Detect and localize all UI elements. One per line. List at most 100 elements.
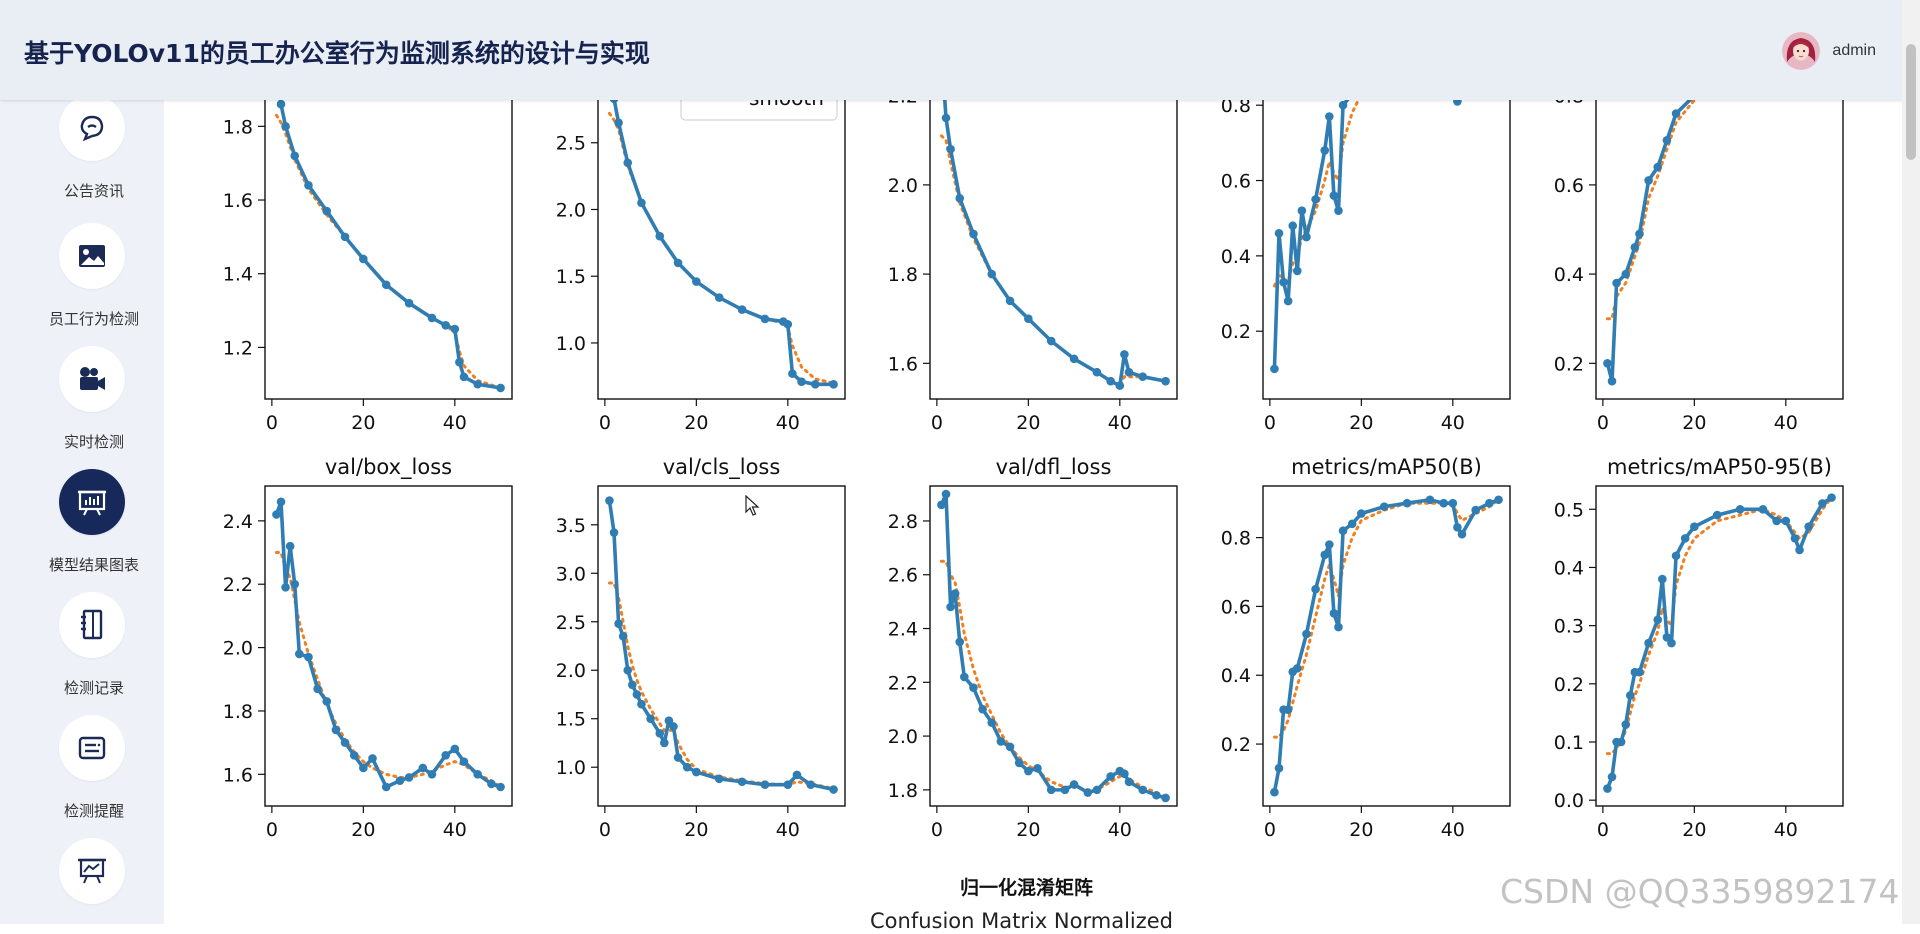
sidebar-item-announcements[interactable]: 公告资讯 [0,100,164,215]
results-point [272,510,281,519]
results-point [969,229,978,239]
results-point [359,763,368,773]
results-point [459,372,469,382]
avatar[interactable] [1782,32,1821,70]
results-point [1334,206,1343,215]
chart-panel: 0.2 0.4 0.6 0.8 0 20 40 [1554,100,1844,434]
smooth-line [939,559,1168,800]
results-point [1124,777,1134,787]
x-tick-label: 20 [351,819,375,841]
results-point [1758,504,1768,514]
y-tick-label: 2.5 [556,133,586,155]
smooth-line [1605,100,1698,321]
chart-frame [1262,485,1511,807]
results-point [1283,296,1293,306]
results-point [1060,785,1070,795]
results-point [960,672,969,682]
user-menu[interactable]: admin [1782,30,1876,72]
results-point [937,500,946,510]
y-tick-label: 0.1 [1554,732,1584,754]
chart-frame [264,485,513,807]
y-tick-label: 2.2 [888,672,918,694]
confusion-matrix-subtitle: Confusion Matrix Normalized [870,909,1174,933]
results-point [978,704,987,714]
sidebar-item-realtime-detection[interactable]: 实时检测 [0,346,164,466]
results-point [340,232,350,242]
results-point [792,770,802,780]
results-point [692,277,701,286]
results-point [1120,350,1129,359]
results-line [612,100,834,387]
x-tick-label: 40 [443,412,467,434]
results-point [1621,269,1631,279]
results-point [276,100,286,109]
results-point [1283,705,1293,714]
chart-title: metrics/mAP50-95(B) [1607,455,1832,479]
chart-series-group [1270,100,1462,374]
results-point [1325,112,1334,121]
sidebar-item-model-charts[interactable]: 模型结果图表 [0,469,164,589]
results-point [996,737,1006,746]
x-tick-label: 40 [1108,412,1132,434]
results-line [274,500,502,789]
results-point [1270,787,1279,797]
results-point [655,728,665,738]
results-point [395,776,405,785]
results-point [1607,376,1617,386]
results-point [1612,278,1621,288]
results-point [331,725,341,735]
page-scrollbar[interactable] [1902,0,1920,924]
results-point [1357,509,1366,518]
chart-panel: 1.01.52.02.53.002040resultssmooth [556,100,846,434]
sidebar-item-behavior-detection[interactable]: 员工行为检测 [0,223,164,343]
chart-series-group [605,496,838,794]
y-tick-label: 1.2 [223,337,253,359]
x-tick-label: 20 [684,819,708,841]
results-point [427,313,437,323]
results-point [1616,737,1626,747]
sidebar-item-chart-board[interactable] [0,838,164,924]
y-tick-label: 0.4 [1221,665,1251,687]
x-tick-label: 40 [776,412,800,434]
x-tick-label: 40 [1441,819,1465,841]
scrollbar-thumb[interactable] [1906,44,1916,160]
results-point [1804,522,1813,532]
y-tick-label: 1.8 [223,701,253,723]
sidebar-item-detection-records[interactable]: 检测记录 [0,592,164,712]
x-tick-label: 40 [1441,412,1465,434]
results-point [618,632,628,641]
x-tick-label: 0 [931,819,943,841]
image-icon [79,245,105,267]
y-tick-label: 2.4 [888,619,918,641]
sidebar-item-label: 模型结果图表 [48,556,139,574]
results-point [276,497,286,507]
y-tick-label: 0.4 [1554,557,1584,579]
results-point [737,305,747,314]
results-point [664,716,674,725]
x-tick-label: 0 [1264,819,1276,841]
results-point [1138,372,1147,381]
smooth-line [274,113,503,390]
results-point [281,583,290,592]
chart-title: val/box_loss [325,455,452,480]
results-point [783,780,793,789]
y-tick-label: 2.2 [223,574,253,596]
chart-panel: 0.2 0.4 0.6 0.8 0 20 40 [1221,100,1511,434]
announcement-icon [80,115,104,142]
results-point [1448,498,1458,508]
sidebar-item-detection-alerts[interactable]: 检测提醒 [0,715,164,835]
results-point [1320,146,1330,155]
results-point [1069,780,1079,789]
username[interactable]: admin [1832,42,1876,59]
y-tick-label: 1.8 [888,264,918,286]
chart-series-group [274,100,505,393]
results-point [1274,763,1284,773]
presentation-chart-icon [78,490,106,516]
y-tick-label: 2.6 [888,565,918,587]
results-point [1635,667,1644,677]
results-point [1457,529,1467,539]
chart-frame [929,485,1178,807]
results-point [1334,622,1343,632]
smooth-line [607,111,836,385]
results-point [295,649,304,659]
